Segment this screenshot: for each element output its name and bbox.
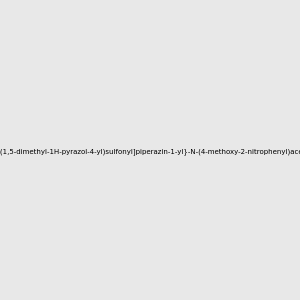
- Text: 2-{4-[(1,5-dimethyl-1H-pyrazol-4-yl)sulfonyl]piperazin-1-yl}-N-(4-methoxy-2-nitr: 2-{4-[(1,5-dimethyl-1H-pyrazol-4-yl)sulf…: [0, 148, 300, 155]
